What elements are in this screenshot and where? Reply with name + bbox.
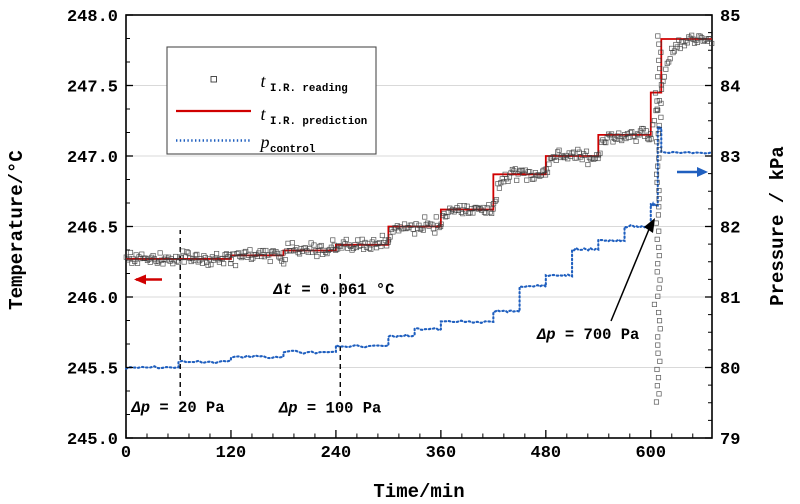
svg-text:Δp = 100 Pa: Δp = 100 Pa bbox=[278, 400, 381, 418]
svg-text:83: 83 bbox=[720, 149, 740, 168]
svg-text:Time/min: Time/min bbox=[373, 481, 464, 503]
svg-text:control: control bbox=[270, 144, 316, 156]
svg-text:360: 360 bbox=[426, 444, 457, 463]
svg-text:Δt = 0.061 °C: Δt = 0.061 °C bbox=[273, 281, 395, 299]
svg-text:81: 81 bbox=[720, 290, 740, 309]
svg-text:246.5: 246.5 bbox=[67, 220, 118, 239]
svg-text:0: 0 bbox=[121, 444, 131, 463]
svg-text:79: 79 bbox=[720, 431, 740, 450]
svg-text:Pressure / kPa: Pressure / kPa bbox=[767, 146, 789, 306]
svg-text:248.0: 248.0 bbox=[67, 8, 118, 27]
svg-text:82: 82 bbox=[720, 220, 740, 239]
svg-text:245.0: 245.0 bbox=[67, 431, 118, 450]
svg-text:Temperature/°C: Temperature/°C bbox=[6, 150, 28, 310]
svg-text:Δp = 700 Pa: Δp = 700 Pa bbox=[536, 326, 639, 344]
svg-text:600: 600 bbox=[635, 444, 666, 463]
svg-text:Δp = 20 Pa: Δp = 20 Pa bbox=[131, 399, 225, 417]
svg-text:247.5: 247.5 bbox=[67, 79, 118, 98]
svg-text:247.0: 247.0 bbox=[67, 149, 118, 168]
svg-text:246.0: 246.0 bbox=[67, 290, 118, 309]
svg-text:85: 85 bbox=[720, 8, 740, 27]
svg-text:I.R. reading: I.R. reading bbox=[270, 83, 348, 95]
svg-text:240: 240 bbox=[321, 444, 352, 463]
svg-text:84: 84 bbox=[720, 79, 740, 98]
svg-text:p: p bbox=[259, 132, 270, 152]
svg-text:I.R. prediction: I.R. prediction bbox=[270, 116, 367, 128]
svg-text:120: 120 bbox=[216, 444, 247, 463]
svg-text:80: 80 bbox=[720, 361, 740, 380]
svg-text:245.5: 245.5 bbox=[67, 361, 118, 380]
svg-text:480: 480 bbox=[531, 444, 562, 463]
